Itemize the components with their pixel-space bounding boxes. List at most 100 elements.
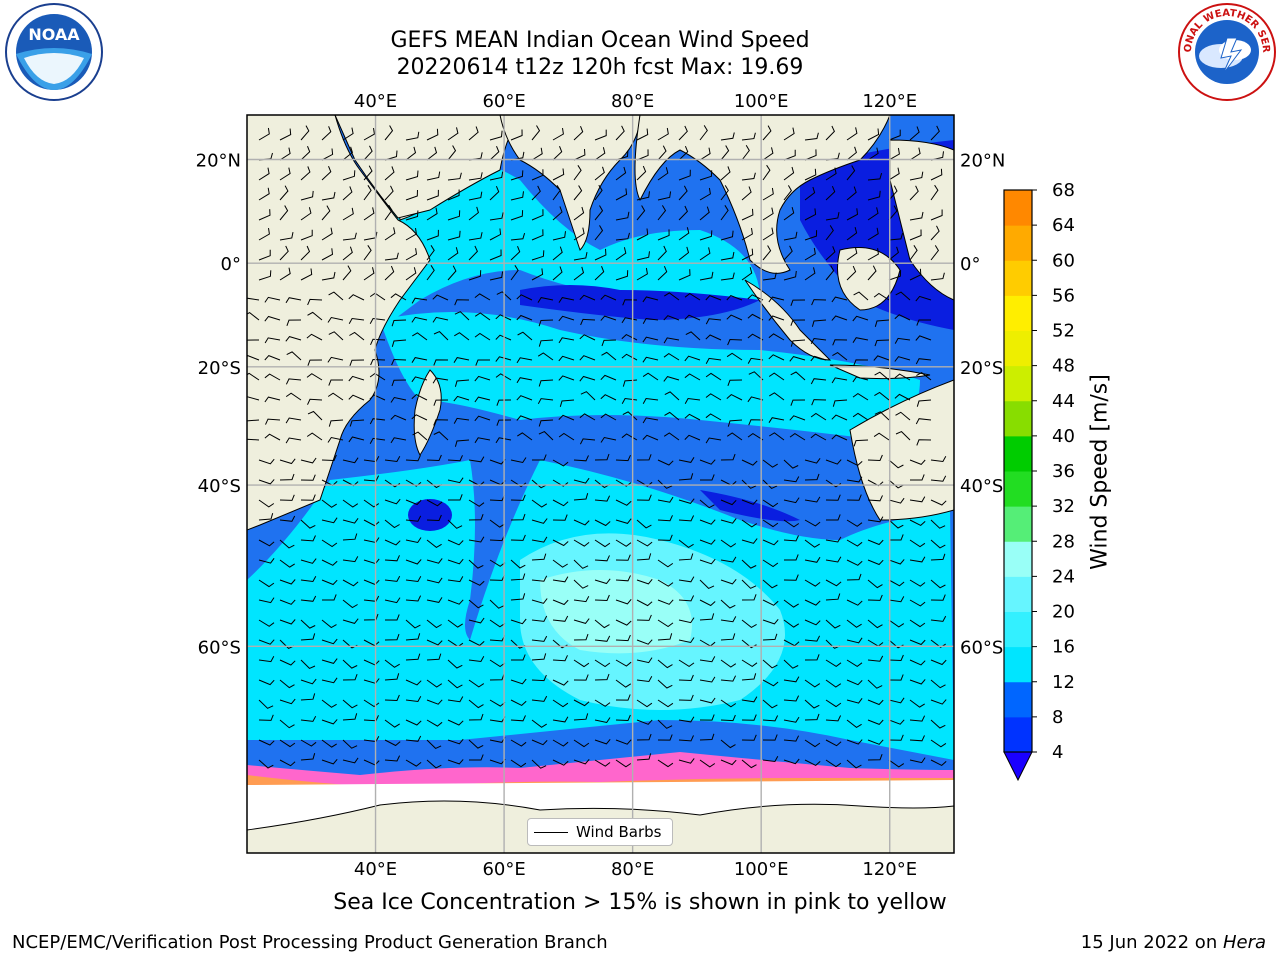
wind-barb <box>348 394 365 401</box>
wind-barb <box>531 695 548 702</box>
wind-barb <box>531 479 547 489</box>
wind-barb <box>510 618 527 625</box>
wind-barb <box>384 265 395 281</box>
wind-barb <box>852 392 869 401</box>
wind-barb <box>699 271 714 281</box>
wind-barb <box>531 674 547 682</box>
wind-barb <box>768 372 785 381</box>
wind-barb <box>552 576 569 583</box>
wind-barb <box>678 498 695 504</box>
wind-barb <box>594 635 611 642</box>
wind-barb <box>783 231 798 241</box>
wind-barb <box>328 291 344 301</box>
wind-barb <box>867 559 884 566</box>
wind-barb <box>300 659 316 669</box>
wind-barb <box>342 146 353 161</box>
wind-barb <box>468 699 484 709</box>
wind-barb <box>391 358 407 366</box>
wind-barb <box>405 248 418 261</box>
wind-barb <box>762 679 779 687</box>
colorbar-bin <box>1004 365 1032 402</box>
wind-barb <box>741 248 754 261</box>
wind-barb <box>741 228 753 241</box>
wind-barb <box>615 125 625 141</box>
wind-barb <box>510 246 521 261</box>
wind-barb <box>594 659 611 668</box>
wind-barb <box>391 319 407 327</box>
wind-barb <box>510 191 524 201</box>
wind-barb <box>468 206 479 221</box>
wind-barb <box>369 394 386 401</box>
wind-barb <box>594 578 611 585</box>
wind-barb <box>510 739 527 747</box>
wind-barb <box>594 594 610 602</box>
wind-barb <box>531 268 544 281</box>
wind-barb <box>747 294 764 301</box>
wind-barb <box>594 184 603 201</box>
wind-barb <box>552 615 569 622</box>
wind-barb <box>622 411 638 421</box>
wind-barb <box>909 519 926 526</box>
wind-barb <box>889 534 904 541</box>
wind-barb <box>390 437 407 444</box>
wind-barb <box>279 559 295 568</box>
wind-barb <box>300 595 317 602</box>
wind-barb <box>684 434 701 441</box>
wind-barb <box>846 247 858 261</box>
wind-barb <box>789 415 806 421</box>
wind-barb <box>684 355 701 362</box>
wind-barb <box>328 331 344 341</box>
wind-barb <box>447 189 460 201</box>
wind-barb <box>930 209 943 221</box>
wind-barb <box>558 355 575 362</box>
wind-barb <box>342 599 358 609</box>
wind-barb <box>384 498 401 505</box>
wind-barb <box>909 539 926 548</box>
wind-barb <box>678 735 694 742</box>
wind-barb <box>594 699 611 707</box>
wind-barb <box>678 269 691 281</box>
wind-barb <box>391 339 407 347</box>
wind-barb <box>909 147 921 161</box>
colorbar-label: Wind Speed [m/s] <box>1087 374 1113 570</box>
wind-barb <box>642 296 659 303</box>
wind-barb <box>615 539 632 547</box>
wind-barb <box>762 187 774 201</box>
wind-barb <box>510 759 527 768</box>
wind-barb <box>265 418 281 425</box>
wind-barb <box>741 267 753 281</box>
wind-barb <box>348 317 365 324</box>
wind-barb <box>342 265 352 281</box>
wind-barb <box>741 479 757 489</box>
wind-barb <box>426 653 442 661</box>
wind-barb <box>468 679 485 688</box>
wind-barb <box>447 519 463 529</box>
wind-barb <box>615 247 627 261</box>
wind-barb <box>726 394 743 401</box>
wind-barb <box>600 374 617 381</box>
wind-barb <box>804 208 817 221</box>
wind-barb <box>825 265 835 281</box>
wind-barb <box>699 125 708 141</box>
wind-barb <box>405 499 422 506</box>
wind-barb <box>405 515 422 522</box>
wind-barb <box>888 205 898 221</box>
wind-barb <box>853 439 869 447</box>
wind-barb <box>594 266 605 281</box>
wind-barb <box>615 211 630 221</box>
wind-barb <box>910 474 925 481</box>
wind-barb <box>783 459 799 469</box>
wind-barb <box>930 456 947 463</box>
wind-barb <box>433 331 449 341</box>
wind-barb <box>474 332 491 341</box>
wind-barb <box>279 579 296 585</box>
wind-barb <box>342 499 359 508</box>
wind-barb <box>552 499 569 507</box>
wind-barb <box>369 317 386 325</box>
wind-barb <box>342 170 356 181</box>
wind-barb <box>447 619 463 628</box>
wind-barb <box>370 338 386 346</box>
wind-barb <box>748 419 764 426</box>
wind-barb <box>426 539 442 549</box>
wind-barb <box>705 437 722 444</box>
